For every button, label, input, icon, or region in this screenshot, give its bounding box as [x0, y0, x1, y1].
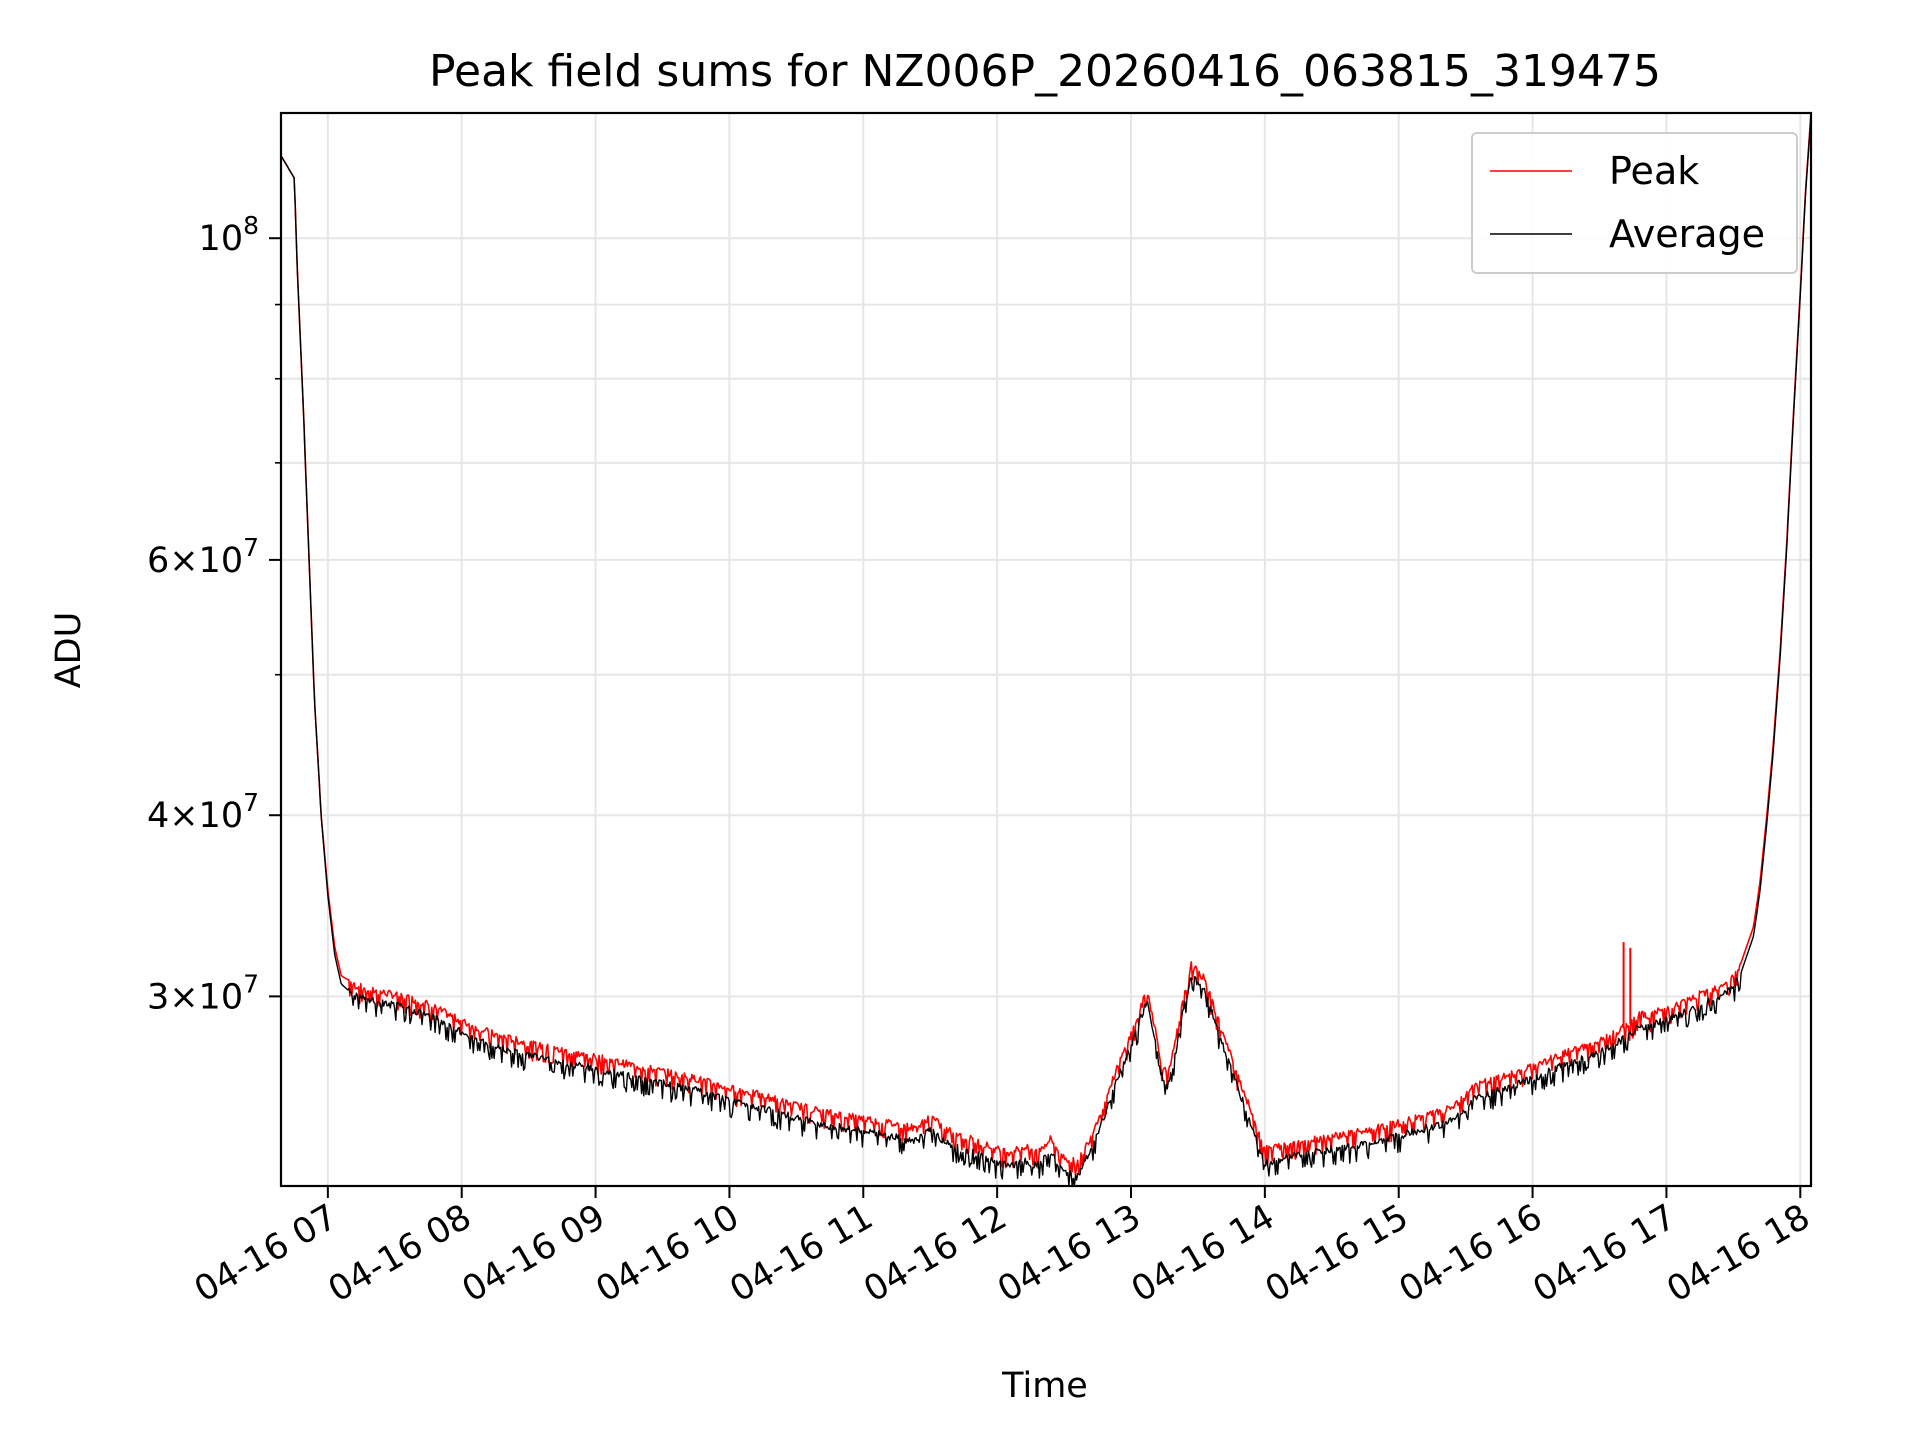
plot-lines [280, 112, 1812, 1187]
y-tick-label: 108 [199, 211, 259, 259]
grid-lines [281, 113, 1811, 1186]
y-tick-label: 6×107 [147, 533, 259, 581]
x-axis-label: Time [1001, 1366, 1088, 1406]
series-line-peak [280, 112, 1812, 1177]
legend-label-peak: Peak [1609, 149, 1699, 193]
y-axis: 108 6×107 4×107 3×107 [147, 211, 281, 1017]
y-tick-label: 4×107 [147, 788, 259, 836]
legend: Peak Average [1471, 132, 1798, 274]
legend-label-average: Average [1609, 212, 1765, 256]
y-axis-label: ADU [49, 612, 89, 689]
series-line-average [280, 115, 1812, 1187]
chart-title: Peak field sums for NZ006P_20260416_0638… [429, 46, 1661, 97]
plot-frame [279, 111, 1813, 1188]
y-tick-label: 3×107 [147, 969, 259, 1017]
legend-box [1471, 132, 1798, 274]
